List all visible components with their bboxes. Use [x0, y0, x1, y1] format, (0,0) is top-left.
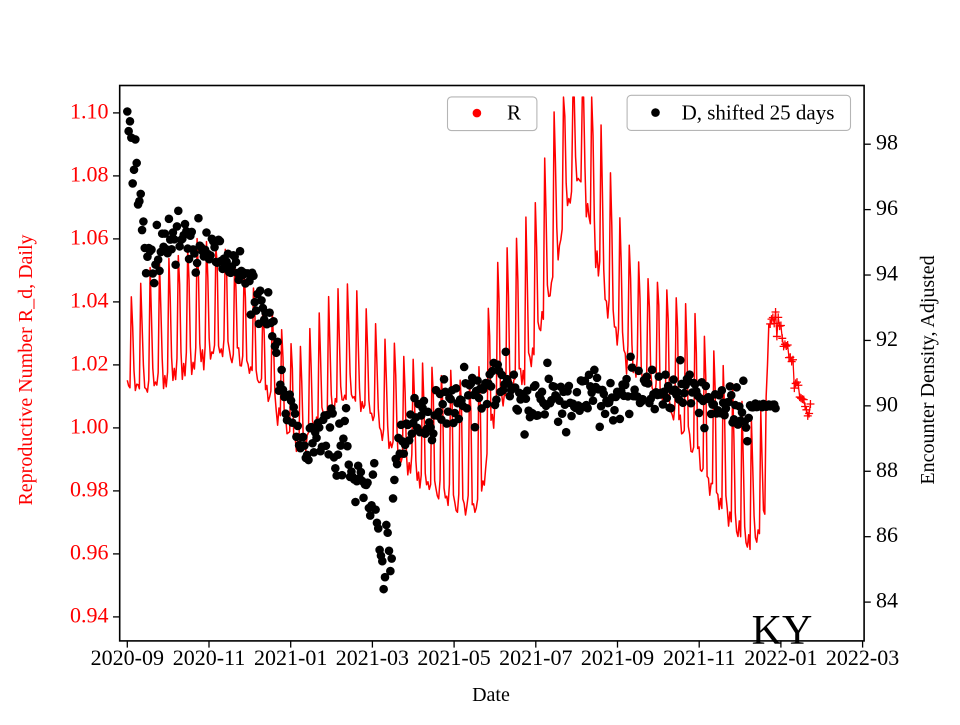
- svg-text:2021-03: 2021-03: [336, 645, 409, 670]
- svg-text:2021-01: 2021-01: [254, 645, 327, 670]
- svg-text:84: 84: [876, 588, 898, 613]
- svg-text:2021-05: 2021-05: [417, 645, 490, 670]
- svg-text:0.94: 0.94: [70, 602, 109, 627]
- svg-text:1.06: 1.06: [70, 224, 109, 249]
- svg-text:2022-03: 2022-03: [826, 645, 899, 670]
- svg-text:0.96: 0.96: [70, 539, 109, 564]
- svg-text:1.00: 1.00: [70, 413, 109, 438]
- svg-text:2020-11: 2020-11: [173, 645, 246, 670]
- svg-text:94: 94: [876, 261, 898, 286]
- svg-text:2021-07: 2021-07: [499, 645, 572, 670]
- svg-text:2020-09: 2020-09: [91, 645, 164, 670]
- svg-text:D, shifted 25 days: D, shifted 25 days: [682, 101, 835, 125]
- svg-text:1.02: 1.02: [70, 350, 109, 375]
- svg-text:1.08: 1.08: [70, 161, 109, 186]
- svg-text:2021-09: 2021-09: [581, 645, 654, 670]
- svg-text:0.98: 0.98: [70, 476, 109, 501]
- svg-text:88: 88: [876, 457, 898, 482]
- svg-text:Reproductive Number R_d, Daily: Reproductive Number R_d, Daily: [15, 234, 37, 505]
- svg-text:R: R: [507, 101, 521, 125]
- svg-text:KY: KY: [752, 608, 813, 654]
- svg-text:1.10: 1.10: [70, 98, 109, 123]
- svg-text:92: 92: [876, 326, 898, 351]
- svg-text:Date: Date: [472, 684, 510, 706]
- svg-text:1.04: 1.04: [70, 287, 109, 312]
- svg-text:Encounter Density, Adjusted: Encounter Density, Adjusted: [917, 255, 939, 484]
- svg-text:96: 96: [876, 195, 898, 220]
- svg-text:90: 90: [876, 391, 898, 416]
- svg-text:98: 98: [876, 130, 898, 155]
- svg-text:2021-11: 2021-11: [663, 645, 736, 670]
- svg-text:86: 86: [876, 522, 898, 547]
